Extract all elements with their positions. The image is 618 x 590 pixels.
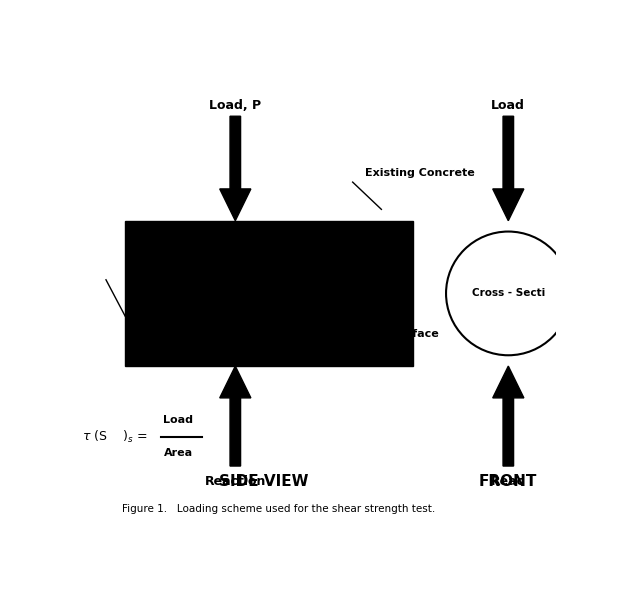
Text: Bonded Interface: Bonded Interface	[331, 329, 439, 339]
FancyArrow shape	[493, 116, 524, 221]
Bar	[125, 221, 413, 366]
Text: Reac: Reac	[491, 475, 525, 488]
Text: Existing Concrete: Existing Concrete	[365, 168, 475, 178]
Text: Load: Load	[491, 99, 525, 112]
FancyArrow shape	[493, 366, 524, 466]
FancyArrow shape	[220, 366, 251, 466]
FancyArrow shape	[220, 116, 251, 221]
Text: SIDE VIEW: SIDE VIEW	[219, 474, 309, 490]
Text: FRONT: FRONT	[479, 474, 538, 490]
Text: Area: Area	[163, 448, 193, 458]
Text: Figure 1.   Loading scheme used for the shear strength test.: Figure 1. Loading scheme used for the sh…	[122, 504, 435, 514]
Text: Reaction: Reaction	[205, 475, 266, 488]
Text: Load, P: Load, P	[210, 99, 261, 112]
Text: $\tau$ (S    )$_s$ =: $\tau$ (S )$_s$ =	[82, 428, 147, 444]
Text: Load: Load	[163, 415, 193, 425]
Text: Cross - Secti: Cross - Secti	[472, 289, 545, 299]
